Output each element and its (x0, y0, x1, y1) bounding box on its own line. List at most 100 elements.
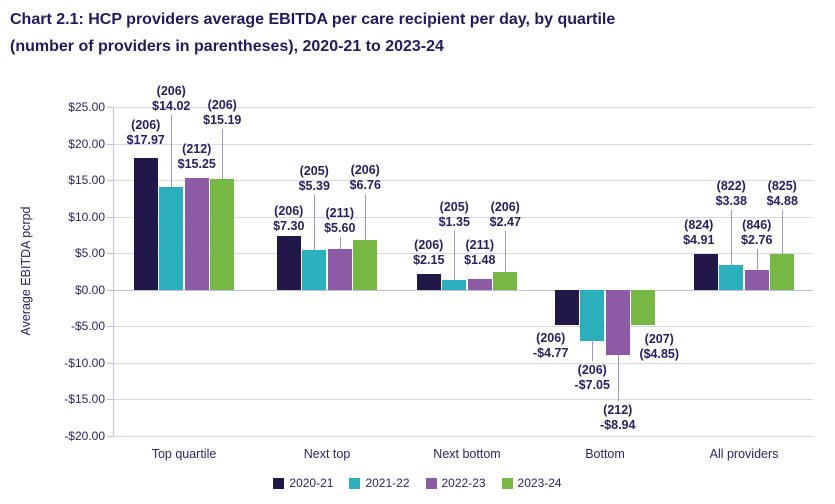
bar (133, 158, 158, 290)
bar-value-label: (205) $5.39 (276, 164, 352, 194)
bar-count-label: (825) (767, 179, 797, 193)
bar-dollar-label: $5.39 (298, 179, 330, 193)
y-tick-mark (107, 216, 113, 218)
legend-label: 2020-21 (289, 476, 334, 490)
bar-dollar-label: $1.48 (464, 253, 496, 267)
bar-count-label: (206) (274, 204, 304, 218)
y-tick-mark (107, 107, 113, 108)
bar-value-label: (825) $4.88 (744, 179, 820, 209)
bar-dollar-label: -$8.94 (600, 418, 636, 432)
bar-dollar-label: -$4.77 (533, 346, 569, 360)
legend-item: 2023-24 (501, 476, 562, 490)
bar (442, 279, 467, 290)
leader-line (339, 237, 341, 249)
category-label: Top quartile (151, 447, 217, 461)
bar (631, 289, 656, 326)
leader-line (731, 210, 733, 266)
bar-value-label: (206) $14.02 (133, 84, 209, 114)
leader-line (617, 355, 619, 401)
bar-value-label: (206) $15.19 (184, 98, 260, 128)
bar-value-label: (205) $1.35 (416, 200, 492, 230)
bar (693, 253, 718, 290)
y-tick-mark (107, 399, 113, 401)
bar-count-label: (211) (325, 206, 355, 220)
y-tick-mark (107, 253, 113, 255)
y-tick-mark (107, 362, 113, 364)
gridline (113, 399, 813, 401)
bar-value-label: (211) $5.60 (302, 206, 378, 236)
bar-value-label: (206) -$7.05 (554, 363, 630, 393)
gridline (113, 216, 813, 218)
legend-swatch (425, 477, 437, 489)
leader-line (454, 231, 456, 280)
bar (210, 178, 235, 290)
bar-dollar-label: $6.76 (349, 178, 381, 192)
chart-title-line-1: Chart 2.1: HCP providers average EBITDA … (10, 11, 616, 28)
y-tick-mark (107, 326, 113, 328)
leader-line (222, 129, 224, 179)
bar-count-label: (206) (536, 331, 566, 345)
bar-count-label: (824) (684, 218, 714, 232)
bar (302, 250, 327, 290)
bar-dollar-label: $14.02 (152, 99, 191, 113)
bar-count-label: (822) (716, 179, 746, 193)
y-tick-label: $20.00 (68, 136, 105, 151)
bar (580, 289, 605, 342)
bar-value-label: (206) $6.76 (327, 163, 403, 193)
leader-line (365, 194, 367, 241)
category-label: Next top (303, 447, 351, 461)
bar (159, 187, 184, 290)
bar-dollar-label: $2.15 (413, 253, 445, 267)
bar-count-label: (206) (156, 84, 186, 98)
bar-count-label: (212) (182, 142, 212, 156)
bar-dollar-label: $15.19 (203, 113, 242, 127)
bar-dollar-label: $4.91 (683, 233, 715, 247)
gridline (113, 362, 813, 364)
gridline (113, 143, 813, 145)
legend-item: 2021-22 (349, 476, 410, 490)
legend-swatch (501, 477, 513, 489)
bar-value-label: (846) $2.76 (719, 218, 795, 248)
bar-value-label: (206) $17.97 (108, 118, 184, 148)
y-tick-mark (107, 180, 113, 182)
gridline (113, 107, 813, 108)
bar-dollar-label: $3.38 (715, 194, 747, 208)
y-tick-label: -$20.00 (64, 429, 105, 443)
y-tick-mark (107, 289, 113, 291)
y-tick-mark (107, 143, 113, 145)
y-tick-label: $15.00 (68, 173, 105, 188)
bar (467, 278, 492, 290)
bar-count-label: (205) (299, 164, 329, 178)
y-tick-label: $5.00 (74, 246, 105, 261)
bar (276, 236, 301, 290)
legend-swatch (349, 477, 361, 489)
bar (719, 265, 744, 290)
bar (770, 254, 795, 290)
bar-dollar-label: $4.88 (766, 194, 798, 208)
bar-dollar-label: $2.47 (489, 215, 521, 229)
y-tick-label: -$10.00 (64, 355, 105, 370)
leader-line (505, 231, 507, 272)
chart-title: Chart 2.1: HCP providers average EBITDA … (10, 6, 822, 60)
leader-line (314, 195, 316, 251)
legend-item: 2022-23 (425, 476, 486, 490)
y-tick-label: $10.00 (68, 209, 105, 224)
legend-item: 2020-21 (273, 476, 333, 490)
bar-value-label: (212) $15.25 (159, 142, 235, 172)
bar-count-label: (211) (465, 238, 495, 252)
bar (554, 289, 579, 325)
bar-dollar-label: $1.35 (438, 215, 470, 229)
bar-count-label: (207) (644, 332, 674, 346)
category-label: Next bottom (433, 447, 501, 461)
bar (353, 240, 378, 290)
bar-dollar-label: ($4.85) (639, 347, 680, 361)
bar-value-label: (206) $2.47 (467, 200, 543, 230)
bar (327, 248, 352, 290)
bar-count-label: (846) (742, 218, 772, 232)
bar-value-label: (207) ($4.85) (621, 332, 697, 362)
bar-value-label: (824) $4.91 (661, 218, 737, 248)
bar-count-label: (206) (207, 98, 237, 112)
gridline (113, 326, 813, 328)
bar-count-label: (206) (577, 363, 607, 377)
